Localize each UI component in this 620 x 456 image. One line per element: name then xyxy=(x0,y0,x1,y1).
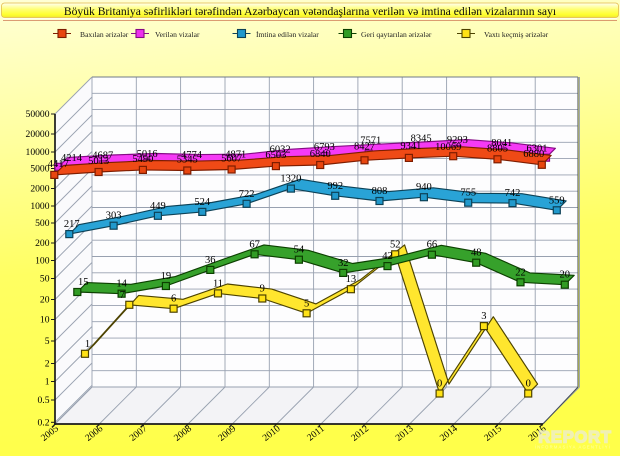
svg-text:7571: 7571 xyxy=(360,136,381,147)
svg-text:Verilən vizalar: Verilən vizalar xyxy=(155,30,200,39)
svg-text:5490: 5490 xyxy=(132,154,153,165)
svg-text:10000: 10000 xyxy=(26,147,50,158)
svg-text:559: 559 xyxy=(549,195,565,206)
svg-text:6503: 6503 xyxy=(265,150,286,161)
svg-text:3: 3 xyxy=(481,311,486,322)
svg-text:2000: 2000 xyxy=(30,184,49,195)
svg-text:14: 14 xyxy=(116,279,127,290)
svg-text:67: 67 xyxy=(249,239,260,250)
svg-text:742: 742 xyxy=(505,188,521,199)
svg-text:303: 303 xyxy=(106,211,122,222)
svg-text:20: 20 xyxy=(560,270,571,281)
svg-text:Vaxtı keçmiş ərizələr: Vaxtı keçmiş ərizələr xyxy=(484,30,549,39)
svg-text:Geri qaytarılan ərizələr: Geri qaytarılan ərizələr xyxy=(361,30,432,39)
svg-text:0: 0 xyxy=(437,379,442,390)
svg-text:755: 755 xyxy=(460,188,476,199)
svg-text:2: 2 xyxy=(45,359,50,370)
svg-text:19: 19 xyxy=(161,271,172,282)
svg-text:32: 32 xyxy=(338,258,349,269)
svg-text:22: 22 xyxy=(515,267,526,278)
svg-text:1: 1 xyxy=(85,339,90,350)
svg-text:0: 0 xyxy=(526,379,531,390)
svg-text:1: 1 xyxy=(45,377,50,388)
svg-text:10069: 10069 xyxy=(435,142,461,153)
svg-text:5013: 5013 xyxy=(88,156,109,167)
svg-text:11: 11 xyxy=(213,278,223,289)
svg-text:4214: 4214 xyxy=(61,153,83,164)
svg-text:200: 200 xyxy=(35,238,50,249)
svg-text:7: 7 xyxy=(120,290,125,301)
svg-text:48: 48 xyxy=(471,248,482,259)
svg-text:217: 217 xyxy=(64,219,80,230)
svg-text:50000: 50000 xyxy=(26,109,50,120)
svg-text:10: 10 xyxy=(40,315,50,326)
svg-text:4687: 4687 xyxy=(92,150,113,161)
svg-text:1320: 1320 xyxy=(280,174,301,185)
svg-text:20000: 20000 xyxy=(26,129,50,140)
svg-text:54: 54 xyxy=(294,245,305,256)
svg-text:Baxılan ərizələr: Baxılan ərizələr xyxy=(80,30,129,39)
svg-text:9341: 9341 xyxy=(400,141,421,152)
svg-text:6880: 6880 xyxy=(523,149,544,160)
svg-text:6301: 6301 xyxy=(527,144,548,155)
svg-text:13: 13 xyxy=(346,274,357,285)
svg-text:6840: 6840 xyxy=(310,149,331,160)
svg-text:5016: 5016 xyxy=(137,149,158,160)
svg-text:İmtina edilən vizalar: İmtina edilən vizalar xyxy=(256,30,319,39)
svg-text:8805: 8805 xyxy=(487,143,508,154)
svg-text:İNFORMASİYA AGENTLİYİ: İNFORMASİYA AGENTLİYİ xyxy=(535,445,611,450)
svg-text:722: 722 xyxy=(239,189,255,200)
svg-text:5607: 5607 xyxy=(221,154,242,165)
svg-text:20: 20 xyxy=(40,295,50,306)
svg-text:66: 66 xyxy=(427,240,438,251)
svg-text:52: 52 xyxy=(390,239,401,250)
svg-text:0.2: 0.2 xyxy=(38,418,50,429)
svg-text:8041: 8041 xyxy=(491,138,512,149)
svg-text:4871: 4871 xyxy=(225,150,246,161)
svg-text:0.5: 0.5 xyxy=(38,395,50,406)
svg-text:5000: 5000 xyxy=(30,164,49,175)
svg-text:5345: 5345 xyxy=(177,155,198,166)
svg-text:992: 992 xyxy=(327,181,343,192)
svg-text:5: 5 xyxy=(304,298,309,309)
svg-text:449: 449 xyxy=(150,201,166,212)
svg-text:940: 940 xyxy=(416,182,432,193)
svg-text:50: 50 xyxy=(40,274,50,285)
svg-text:4417: 4417 xyxy=(48,159,69,170)
svg-text:15: 15 xyxy=(78,277,89,288)
svg-text:42: 42 xyxy=(382,251,393,262)
svg-text:REPORT: REPORT xyxy=(538,429,612,447)
svg-text:524: 524 xyxy=(194,197,211,208)
svg-text:4774: 4774 xyxy=(181,150,203,161)
svg-text:100: 100 xyxy=(35,256,50,267)
svg-text:500: 500 xyxy=(35,218,50,229)
svg-text:1000: 1000 xyxy=(30,201,49,212)
svg-text:5: 5 xyxy=(45,336,50,347)
svg-text:808: 808 xyxy=(372,186,388,197)
svg-text:6: 6 xyxy=(171,294,176,305)
svg-text:Böyük Britaniya səfirlikləri t: Böyük Britaniya səfirlikləri tərəfindən … xyxy=(64,5,556,18)
svg-text:36: 36 xyxy=(205,255,216,266)
svg-text:6793: 6793 xyxy=(314,142,335,153)
svg-text:6032: 6032 xyxy=(270,145,291,156)
svg-text:8427: 8427 xyxy=(354,141,375,152)
svg-text:8345: 8345 xyxy=(411,133,432,144)
svg-text:9: 9 xyxy=(260,284,265,295)
svg-text:9293: 9293 xyxy=(447,135,468,146)
